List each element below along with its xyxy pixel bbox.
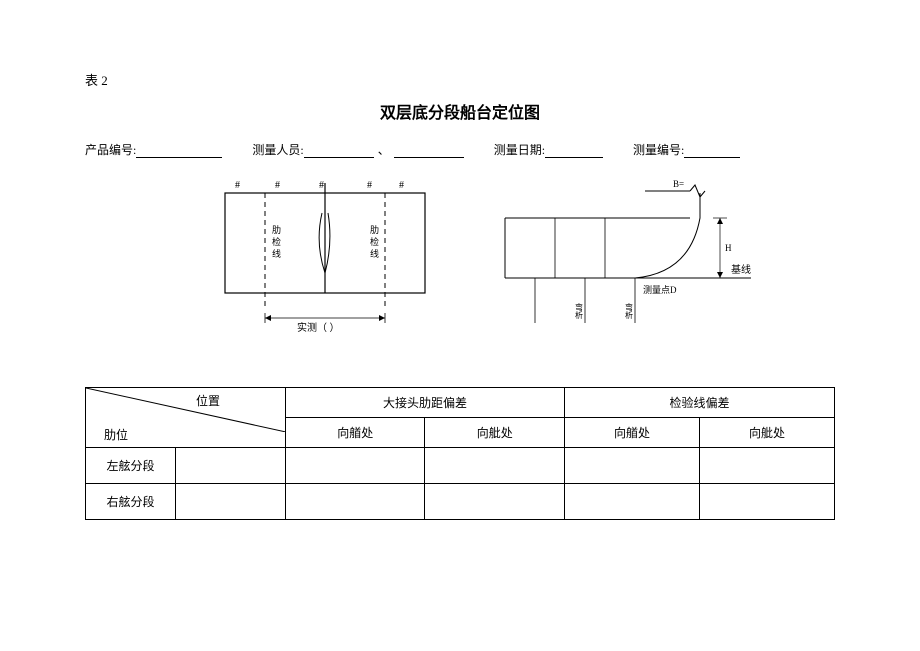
meta-surveyor-field-1[interactable] — [304, 144, 374, 158]
svg-text:检: 检 — [272, 236, 281, 247]
svg-text:检: 检 — [370, 236, 379, 247]
diagram-right: B= 弯析 弯析 测量点D H 基线 — [495, 173, 765, 347]
meta-product-no-field[interactable] — [136, 144, 222, 158]
svg-text:#: # — [399, 180, 404, 191]
page-title: 双层底分段船台定位图 — [85, 99, 835, 123]
actual-measure-label: 实测（ ） — [297, 321, 340, 334]
rib-check-line-left: 肋 — [272, 225, 281, 235]
meta-measure-no: 测量编号: — [633, 141, 740, 158]
bend-1: 弯析 — [575, 302, 584, 320]
check-line-dev-header: 检验线偏差 — [564, 388, 834, 418]
to-stern-2: 向舭处 — [699, 418, 834, 448]
h-label: H — [725, 243, 732, 253]
left-seg-label: 左舷分段 — [86, 448, 176, 484]
meta-date: 测量日期: — [494, 141, 603, 158]
measure-point-label: 测量点D — [643, 285, 677, 295]
right-seg-label: 右舷分段 — [86, 484, 176, 520]
meta-date-field[interactable] — [545, 144, 603, 158]
cell-l-1[interactable] — [286, 448, 425, 484]
cell-r-4[interactable] — [699, 484, 834, 520]
cell-l-3[interactable] — [564, 448, 699, 484]
cell-r-1[interactable] — [286, 484, 425, 520]
diagrams-container: # # # # # 肋 检 线 肋 检 线 实测（ ） — [215, 173, 835, 347]
b-equals-label: B= — [673, 179, 684, 189]
diagram-right-svg: B= 弯析 弯析 测量点D H 基线 — [495, 173, 765, 343]
corner-cell: 位置 肋位 — [86, 388, 286, 448]
rib-check-line-right: 肋 — [370, 225, 379, 235]
meta-date-label: 测量日期: — [494, 141, 545, 158]
meta-measure-no-label: 测量编号: — [633, 141, 684, 158]
svg-text:线: 线 — [370, 248, 379, 259]
cell-r-3[interactable] — [564, 484, 699, 520]
svg-text:#: # — [367, 180, 372, 191]
svg-text:#: # — [319, 180, 324, 191]
meta-surveyor-field-2[interactable] — [394, 144, 464, 158]
bend-2: 弯析 — [625, 302, 634, 320]
diagram-left: # # # # # 肋 检 线 肋 检 线 实测（ ） — [215, 173, 435, 347]
to-bow-2: 向艏处 — [564, 418, 699, 448]
meta-surveyor: 测量人员: 、 — [252, 141, 463, 158]
to-bow-1: 向艏处 — [286, 418, 425, 448]
svg-text:#: # — [275, 180, 280, 191]
meta-measure-no-field[interactable] — [684, 144, 740, 158]
cell-l-4[interactable] — [699, 448, 834, 484]
meta-product-no-label: 产品编号: — [85, 141, 136, 158]
table-number: 表 2 — [85, 70, 835, 89]
cell-r-0[interactable] — [176, 484, 286, 520]
position-label: 位置 — [196, 392, 220, 409]
to-stern-1: 向舭处 — [425, 418, 565, 448]
meta-sep: 、 — [378, 141, 390, 158]
svg-text:#: # — [235, 180, 240, 191]
cell-l-0[interactable] — [176, 448, 286, 484]
baseline-label: 基线 — [731, 263, 751, 276]
svg-text:线: 线 — [272, 248, 281, 259]
data-table: 位置 肋位 大接头肋距偏差 检验线偏差 向艏处 向舭处 向艏处 向舭处 左舷分段… — [85, 387, 835, 520]
diagram-left-svg: # # # # # 肋 检 线 肋 检 线 实测（ ） — [215, 173, 435, 343]
rib-pos-label: 肋位 — [104, 426, 128, 443]
cell-l-2[interactable] — [425, 448, 565, 484]
meta-product-no: 产品编号: — [85, 141, 222, 158]
meta-surveyor-label: 测量人员: — [252, 141, 303, 158]
meta-row: 产品编号: 测量人员: 、 测量日期: 测量编号: — [85, 141, 835, 158]
joint-dev-header: 大接头肋距偏差 — [286, 388, 565, 418]
cell-r-2[interactable] — [425, 484, 565, 520]
